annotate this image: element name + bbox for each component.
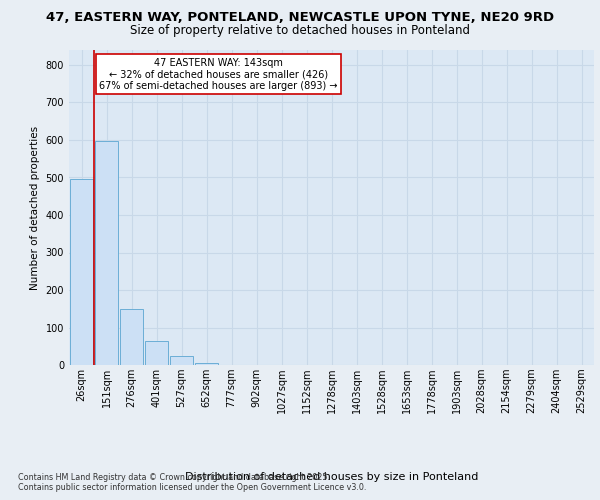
Bar bbox=[194, 363, 218, 365]
Bar bbox=[95, 141, 118, 365]
Text: Contains public sector information licensed under the Open Government Licence v3: Contains public sector information licen… bbox=[18, 484, 367, 492]
Text: Contains HM Land Registry data © Crown copyright and database right 2025.: Contains HM Land Registry data © Crown c… bbox=[18, 472, 330, 482]
Y-axis label: Number of detached properties: Number of detached properties bbox=[30, 126, 40, 290]
Text: 47, EASTERN WAY, PONTELAND, NEWCASTLE UPON TYNE, NE20 9RD: 47, EASTERN WAY, PONTELAND, NEWCASTLE UP… bbox=[46, 11, 554, 24]
Text: 47 EASTERN WAY: 143sqm
← 32% of detached houses are smaller (426)
67% of semi-de: 47 EASTERN WAY: 143sqm ← 32% of detached… bbox=[100, 58, 338, 91]
Bar bbox=[119, 308, 143, 365]
Text: Size of property relative to detached houses in Ponteland: Size of property relative to detached ho… bbox=[130, 24, 470, 37]
Bar bbox=[170, 356, 193, 365]
Bar bbox=[145, 342, 169, 365]
Bar bbox=[70, 178, 94, 365]
X-axis label: Distribution of detached houses by size in Ponteland: Distribution of detached houses by size … bbox=[185, 472, 478, 482]
